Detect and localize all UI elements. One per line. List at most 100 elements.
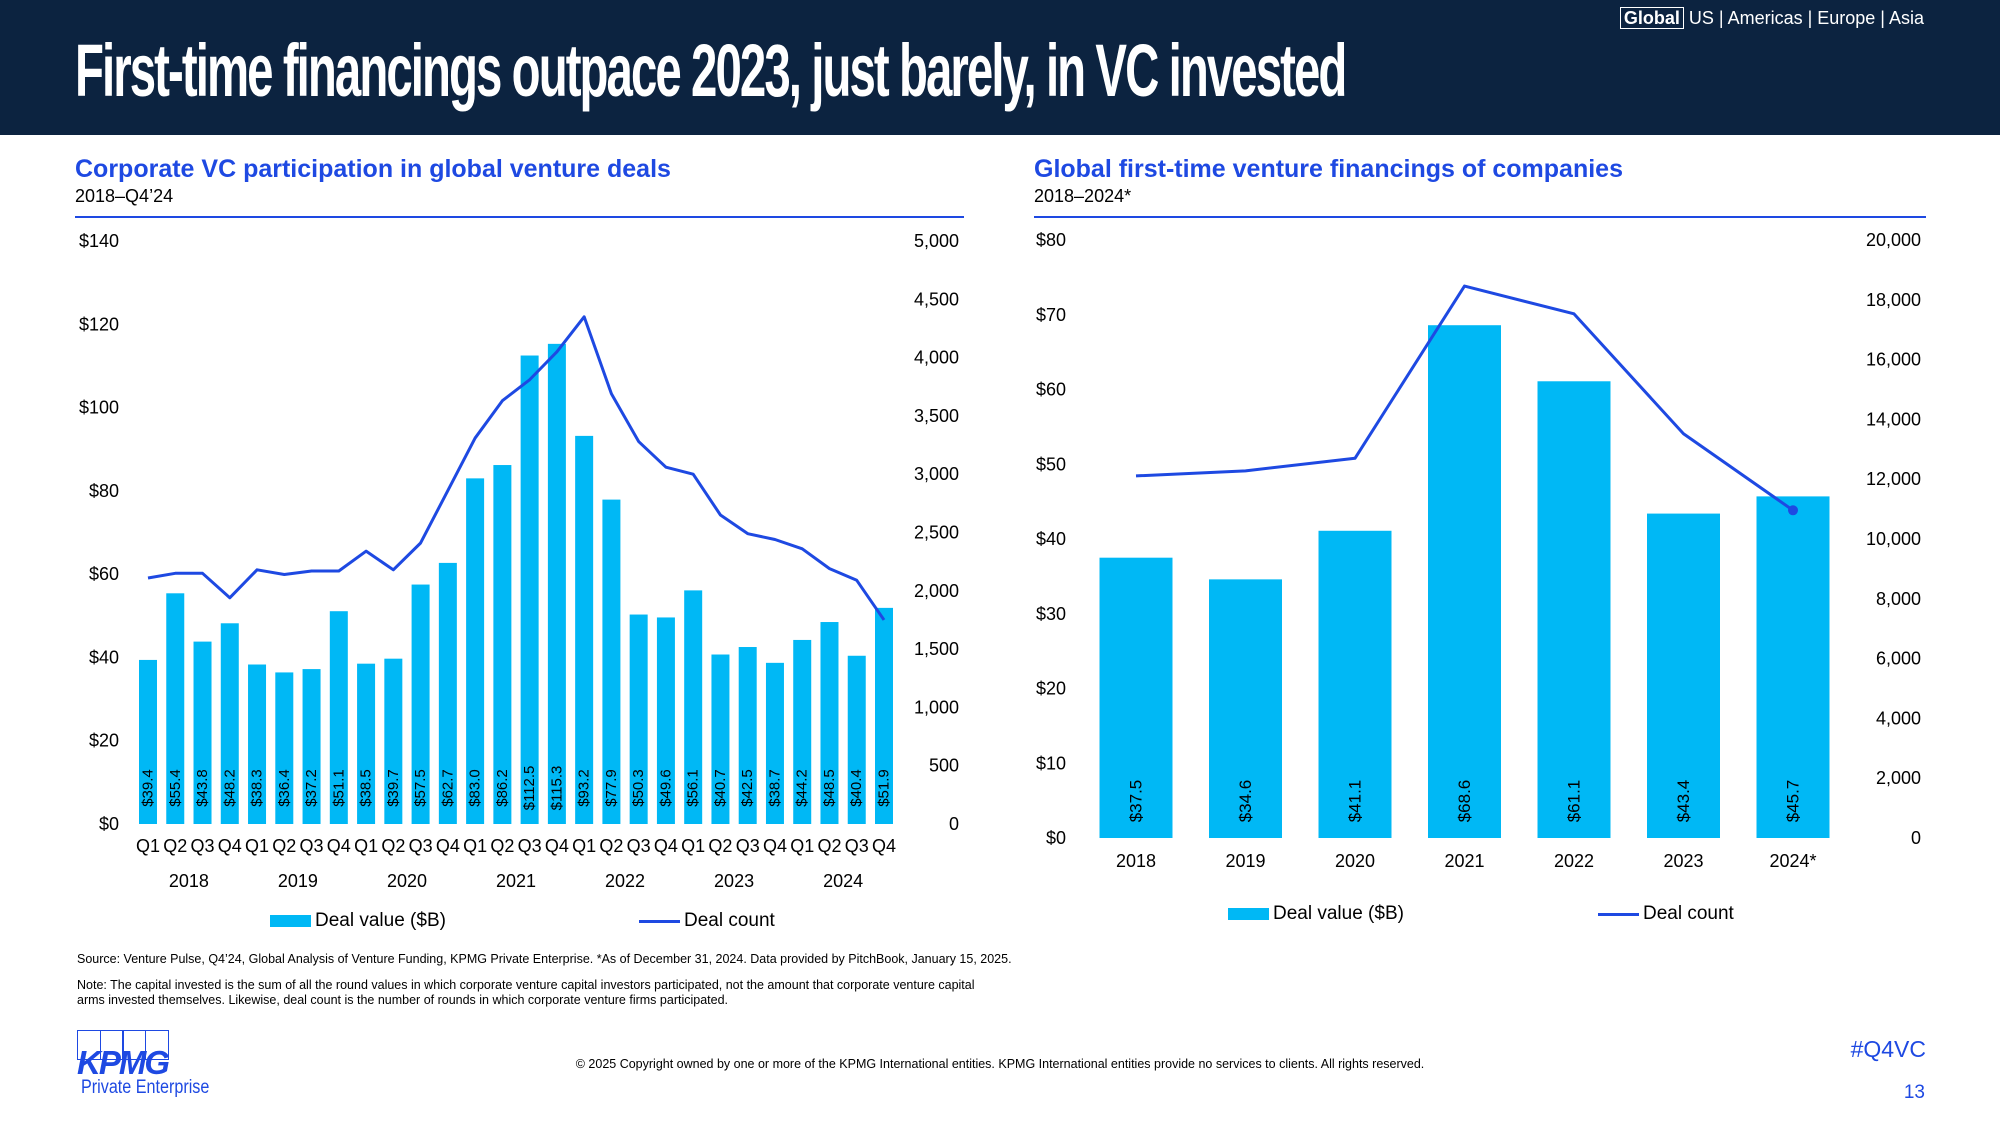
bar-value-label: $48.2 [221, 769, 238, 807]
x-category-label: 2021 [1444, 851, 1484, 871]
bar-value-label: $38.5 [358, 769, 375, 807]
x-category-label: Q3 [191, 836, 215, 856]
x-category-label: Q2 [272, 836, 296, 856]
bar-value-label: $83.0 [467, 769, 484, 807]
x-category-label: 2020 [1335, 851, 1375, 871]
x-category-label: Q2 [490, 836, 514, 856]
y-left-tick-label: $0 [99, 814, 119, 834]
region-global-link[interactable]: Global [1619, 7, 1684, 29]
bar [1756, 496, 1830, 838]
bar [329, 611, 348, 824]
bar [684, 590, 703, 824]
x-category-label: Q2 [599, 836, 623, 856]
legend-line-label: Deal count [1643, 903, 1734, 924]
region-other-links[interactable]: US | Americas | Europe | Asia [1688, 8, 1924, 28]
x-category-label: Q4 [327, 836, 351, 856]
bar-value-label: $86.2 [494, 769, 511, 807]
y-right-tick-label: 4,000 [1876, 708, 1921, 728]
hashtag: #Q4VC [1850, 1036, 1926, 1062]
bar [1099, 557, 1173, 838]
x-category-label: Q1 [136, 836, 160, 856]
y-left-tick-label: $30 [1036, 604, 1066, 624]
bar-value-label: $50.3 [630, 769, 647, 807]
y-right-tick-label: 6,000 [1876, 649, 1921, 669]
bar [166, 593, 185, 824]
y-right-tick-label: 10,000 [1866, 529, 1921, 549]
bar [275, 672, 294, 824]
bar-value-label: $44.2 [794, 769, 811, 807]
x-category-label: 2019 [1225, 851, 1265, 871]
bar [139, 659, 157, 824]
y-right-tick-label: 4,500 [914, 289, 959, 309]
y-right-tick-label: 8,000 [1876, 589, 1921, 609]
x-category-label: Q2 [708, 836, 732, 856]
y-right-tick-label: 500 [929, 756, 959, 776]
y-left-tick-label: $0 [1046, 828, 1066, 848]
y-right-tick-label: 5,000 [914, 231, 959, 251]
header-bar: First-time financings outpace 2023, just… [0, 0, 2000, 135]
y-left-tick-label: $50 [1036, 454, 1066, 474]
y-right-tick-label: 14,000 [1866, 409, 1921, 429]
kpmg-logo-text: KPMG [77, 1044, 170, 1081]
x-year-label: 2022 [605, 871, 645, 891]
x-year-label: 2023 [714, 871, 754, 891]
bar-value-label: $37.2 [303, 769, 320, 807]
bar-value-label: $51.1 [330, 769, 347, 807]
bar-value-label: $57.5 [412, 769, 429, 807]
legend-line-label: Deal count [684, 910, 775, 931]
bar-value-label: $34.6 [1236, 780, 1255, 823]
y-left-tick-label: $70 [1036, 305, 1066, 325]
y-right-tick-label: 20,000 [1866, 230, 1921, 250]
bar-value-label: $39.4 [140, 769, 157, 807]
y-left-tick-label: $60 [1036, 380, 1066, 400]
x-category-label: Q1 [790, 836, 814, 856]
x-category-label: Q3 [518, 836, 542, 856]
bar [547, 343, 566, 824]
right-legend-bar: Deal value ($B) [1228, 903, 1404, 925]
x-category-label: Q2 [381, 836, 405, 856]
right-chart-title: Global first-time venture financings of … [1034, 155, 1623, 183]
page-title: First-time financings outpace 2023, just… [75, 29, 1347, 112]
bar [765, 662, 784, 824]
bar-value-label: $39.7 [385, 769, 402, 807]
left-chart-divider [75, 216, 964, 218]
right-chart-divider [1034, 216, 1926, 218]
y-right-tick-label: 1,000 [914, 697, 959, 717]
bar-value-label: $61.1 [1565, 780, 1584, 823]
x-category-label: Q3 [627, 836, 651, 856]
legend-bar-swatch [270, 915, 311, 927]
page-number: 13 [1903, 1082, 1925, 1103]
bar [820, 622, 839, 824]
deal-count-line [147, 315, 886, 621]
legend-bar-swatch [1228, 908, 1269, 920]
y-right-tick-label: 3,000 [914, 464, 959, 484]
x-category-label: Q4 [436, 836, 460, 856]
bar-value-label: $37.5 [1127, 780, 1146, 823]
y-right-tick-label: 4,000 [914, 348, 959, 368]
bar [1318, 530, 1392, 838]
note-line-1: Note: The capital invested is the sum of… [77, 978, 975, 992]
bar-value-label: $51.9 [876, 769, 893, 807]
bar-value-label: $112.5 [521, 766, 538, 811]
right-chart-subtitle: 2018–2024* [1034, 186, 1132, 206]
y-left-tick-label: $140 [79, 231, 119, 251]
left-legend-line: Deal count [639, 910, 775, 932]
y-left-tick-label: $20 [89, 731, 119, 751]
left-legend-bar: Deal value ($B) [270, 910, 446, 932]
bar [1209, 579, 1282, 838]
bar-value-label: $62.7 [439, 769, 456, 807]
x-category-label: Q3 [736, 836, 760, 856]
x-category-label: Q3 [409, 836, 433, 856]
bar [711, 654, 730, 824]
x-category-label: Q4 [763, 836, 787, 856]
x-category-label: 2023 [1663, 851, 1703, 871]
bar-value-label: $36.4 [276, 769, 293, 807]
bar [847, 655, 866, 824]
y-right-tick-label: 2,000 [914, 581, 959, 601]
y-right-tick-label: 2,000 [1876, 768, 1921, 788]
bar [520, 355, 539, 824]
bar-value-label: $38.7 [766, 769, 783, 807]
legend-bar-label: Deal value ($B) [315, 910, 446, 931]
bar-value-label: $49.6 [657, 769, 674, 807]
x-category-label: 2022 [1554, 851, 1594, 871]
